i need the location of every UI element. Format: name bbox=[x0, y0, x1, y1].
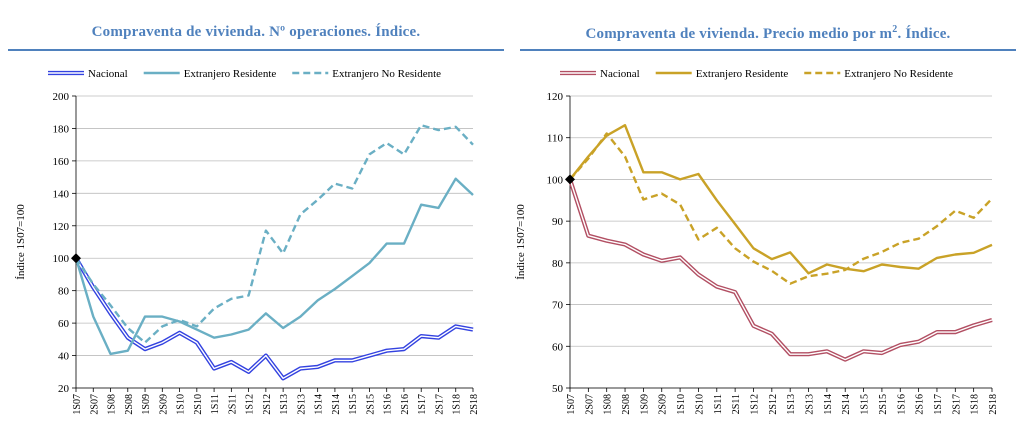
x-tick-label: 2S09 bbox=[658, 394, 669, 415]
x-tick-label: 1S14 bbox=[823, 394, 834, 415]
y-tick-label: 40 bbox=[58, 351, 70, 363]
x-tick-label: 2S08 bbox=[621, 394, 632, 415]
x-tick-label: 2S16 bbox=[400, 394, 411, 415]
series-line-inner bbox=[75, 257, 474, 379]
x-tick-label: 2S13 bbox=[805, 394, 816, 415]
y-tick-label: 60 bbox=[552, 341, 564, 353]
series-line bbox=[74, 177, 474, 356]
x-tick-label: 2S18 bbox=[988, 394, 999, 415]
title-underline bbox=[520, 49, 1016, 51]
y-axis-label: Índice 1S07=100 bbox=[15, 204, 27, 280]
x-tick-label: 1S12 bbox=[749, 394, 760, 415]
series-line bbox=[569, 132, 993, 285]
y-tick-label: 120 bbox=[547, 91, 564, 103]
x-tick-label: 1S09 bbox=[141, 394, 152, 415]
y-tick-label: 50 bbox=[552, 383, 564, 395]
x-tick-label: 1S08 bbox=[603, 394, 614, 415]
x-tick-label: 2S09 bbox=[158, 394, 169, 415]
x-tick-label: 1S16 bbox=[896, 394, 907, 415]
x-tick-label: 1S17 bbox=[933, 394, 944, 415]
y-tick-label: 160 bbox=[53, 156, 70, 168]
x-tick-label: 1S10 bbox=[176, 394, 187, 415]
base-point-marker bbox=[565, 174, 575, 185]
x-tick-label: 2S08 bbox=[124, 394, 135, 415]
x-tick-label: 2S13 bbox=[296, 394, 307, 415]
x-tick-label: 1S09 bbox=[639, 394, 650, 415]
x-tick-label: 1S18 bbox=[452, 394, 463, 415]
y-axis-label: Índice 1S07=100 bbox=[515, 204, 527, 280]
x-tick-label: 2S18 bbox=[469, 394, 480, 415]
chart-panel-operaciones: Compraventa de vivienda. Nº operaciones.… bbox=[8, 24, 504, 415]
y-tick-label: 100 bbox=[53, 253, 70, 265]
chart-title: Compraventa de vivienda. Nº operaciones.… bbox=[91, 24, 421, 40]
series-line-inner bbox=[569, 179, 993, 361]
x-tick-label: 1S11 bbox=[713, 394, 724, 414]
series-line bbox=[74, 257, 474, 381]
x-tick-label: 2S17 bbox=[434, 394, 445, 415]
y-tick-label: 140 bbox=[53, 188, 70, 200]
x-tick-label: 2S14 bbox=[331, 394, 342, 415]
legend-label: Extranjero No Residente bbox=[332, 68, 441, 80]
series-line bbox=[568, 178, 993, 362]
x-tick-label: 2S10 bbox=[193, 394, 204, 415]
y-tick-label: 180 bbox=[53, 123, 70, 135]
legend-label: Extranjero No Residente bbox=[844, 68, 953, 80]
x-tick-label: 1S07 bbox=[566, 394, 577, 415]
x-tick-label: 1S08 bbox=[107, 394, 118, 415]
legend-label: Nacional bbox=[88, 68, 128, 80]
x-tick-label: 1S17 bbox=[417, 394, 428, 415]
legend-label: Extranjero Residente bbox=[696, 68, 789, 80]
y-tick-label: 90 bbox=[552, 216, 564, 228]
x-tick-label: 1S10 bbox=[676, 394, 687, 415]
x-tick-label: 1S14 bbox=[314, 394, 325, 415]
x-tick-label: 1S12 bbox=[245, 394, 256, 415]
x-tick-label: 1S11 bbox=[210, 394, 221, 414]
x-tick-label: 2S14 bbox=[841, 394, 852, 415]
y-tick-label: 70 bbox=[552, 300, 564, 312]
base-point-marker bbox=[71, 253, 81, 264]
y-tick-label: 120 bbox=[53, 221, 70, 233]
chart-title: Compraventa de vivienda. Precio medio po… bbox=[585, 24, 951, 42]
x-tick-label: 2S12 bbox=[262, 394, 273, 415]
y-tick-label: 200 bbox=[53, 91, 70, 103]
chart-operaciones: 20 40 60 80 100 120 140 160 180 200 1S07 2S07 1S08 2S… bbox=[15, 68, 480, 415]
y-tick-label: 80 bbox=[58, 286, 70, 298]
x-tick-label: 1S15 bbox=[348, 394, 359, 415]
x-tick-label: 2S11 bbox=[227, 394, 238, 414]
legend-label: Nacional bbox=[600, 68, 640, 80]
x-tick-label: 2S10 bbox=[694, 394, 705, 415]
chart-precio: 50 60 70 80 90 100 110 120 1S07 2S07 1S08 2S08 1S09 2… bbox=[515, 68, 999, 415]
x-tick-label: 2S17 bbox=[951, 394, 962, 415]
x-tick-label: 2S07 bbox=[584, 394, 595, 415]
x-tick-label: 1S13 bbox=[279, 394, 290, 415]
x-tick-label: 2S12 bbox=[768, 394, 779, 415]
y-tick-label: 100 bbox=[547, 174, 564, 186]
title-underline bbox=[8, 49, 504, 51]
series-line bbox=[75, 123, 474, 344]
y-tick-label: 60 bbox=[58, 318, 70, 330]
y-tick-label: 20 bbox=[58, 383, 70, 395]
x-tick-label: 2S15 bbox=[365, 394, 376, 415]
series-line bbox=[569, 123, 993, 275]
x-tick-label: 2S15 bbox=[878, 394, 889, 415]
x-tick-label: 1S16 bbox=[383, 394, 394, 415]
x-tick-label: 1S18 bbox=[970, 394, 981, 415]
y-tick-label: 80 bbox=[552, 258, 564, 270]
x-tick-label: 2S16 bbox=[915, 394, 926, 415]
legend-label: Extranjero Residente bbox=[184, 68, 277, 80]
x-tick-label: 1S07 bbox=[72, 394, 83, 415]
y-tick-label: 110 bbox=[547, 133, 564, 145]
x-tick-label: 1S15 bbox=[860, 394, 871, 415]
x-tick-label: 2S11 bbox=[731, 394, 742, 414]
x-tick-label: 2S07 bbox=[89, 394, 100, 415]
chart-panel-precio: Compraventa de vivienda. Precio medio po… bbox=[512, 0, 1024, 431]
x-tick-label: 1S13 bbox=[786, 394, 797, 415]
